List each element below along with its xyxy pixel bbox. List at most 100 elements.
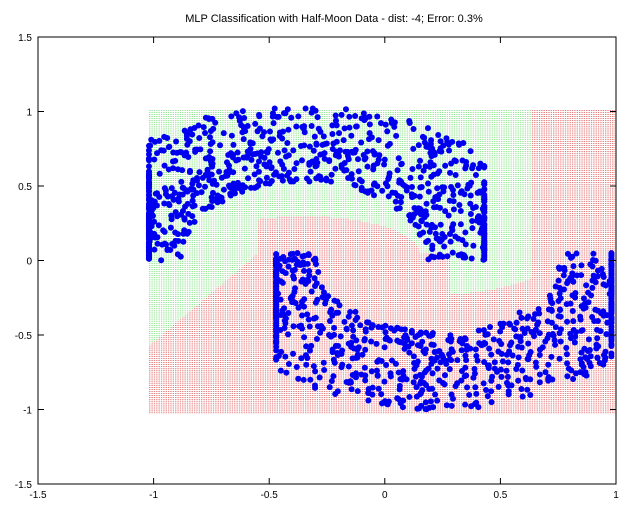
region-dot [190, 274, 192, 276]
region-dot [181, 267, 183, 268]
region-dot [181, 269, 183, 270]
region-dot [202, 240, 204, 241]
region-dot [197, 304, 199, 305]
region-dot [197, 395, 199, 396]
region-dot [199, 284, 200, 286]
region-dot [171, 149, 173, 150]
region-dot [199, 364, 200, 365]
region-dot [190, 313, 192, 315]
region-dot [174, 185, 176, 187]
region-dot [152, 286, 154, 288]
region-dot [164, 286, 166, 288]
region-dot [192, 400, 194, 402]
region-dot [192, 145, 194, 146]
region-dot [155, 178, 157, 179]
region-dot [152, 331, 154, 332]
region-dot [201, 325, 202, 327]
region-dot [150, 276, 152, 278]
region-dot [154, 321, 155, 323]
region-dot [181, 309, 183, 311]
region-dot [194, 304, 195, 305]
region-dot [164, 259, 166, 261]
region-dot [185, 123, 187, 125]
region-dot [181, 135, 183, 137]
region-dot [168, 267, 169, 268]
region-dot [173, 342, 174, 344]
region-dot [174, 181, 176, 183]
region-dot [162, 383, 164, 385]
region-dot [178, 269, 180, 270]
region-dot [157, 129, 159, 131]
region-dot [201, 269, 202, 270]
region-dot [190, 123, 192, 125]
region-dot [176, 331, 178, 332]
region-dot [197, 398, 199, 400]
region-dot [169, 255, 171, 257]
region-dot [169, 367, 171, 369]
region-dot [199, 141, 200, 142]
region-dot [171, 271, 173, 272]
region-dot [159, 164, 161, 166]
region-dot [169, 335, 171, 336]
region-dot [161, 220, 162, 222]
region-dot [174, 323, 176, 325]
region-dot [202, 336, 204, 338]
region-dot [168, 216, 169, 218]
region-dot [185, 276, 187, 278]
region-dot [188, 253, 190, 255]
region-dot [164, 369, 166, 371]
region-dot [166, 352, 168, 354]
region-dot [201, 387, 202, 388]
region-dot [173, 263, 174, 265]
region-dot [197, 197, 199, 199]
region-dot [164, 346, 166, 348]
region-dot [148, 331, 150, 332]
region-dot [173, 261, 174, 263]
region-dot [195, 118, 197, 119]
region-dot [173, 131, 174, 133]
region-dot [166, 176, 168, 177]
region-dot [201, 166, 202, 168]
region-dot [159, 342, 161, 344]
region-dot [183, 313, 185, 315]
region-dot [166, 375, 168, 377]
region-dot [185, 315, 187, 317]
region-dot [190, 243, 192, 245]
region-dot [199, 398, 200, 400]
region-dot [171, 404, 173, 406]
region-dot [161, 364, 162, 365]
region-dot [176, 352, 178, 354]
region-dot [174, 393, 176, 394]
region-dot [157, 307, 159, 309]
region-dot [199, 236, 200, 237]
region-dot [164, 267, 166, 268]
region-dot [159, 112, 161, 113]
region-dot [171, 298, 173, 299]
region-dot [152, 358, 154, 359]
region-dot [185, 125, 187, 127]
region-dot [180, 141, 181, 142]
region-dot [159, 296, 161, 297]
region-dot [190, 325, 192, 327]
region-dot [168, 360, 169, 361]
region-dot [194, 143, 195, 144]
region-dot [201, 321, 202, 323]
region-dot [178, 271, 180, 272]
region-dot [174, 147, 176, 148]
region-dot [154, 125, 155, 127]
region-dot [161, 385, 162, 387]
region-dot [148, 327, 150, 328]
region-dot [176, 187, 178, 189]
region-dot [194, 358, 195, 359]
region-dot [197, 315, 199, 317]
region-dot [157, 110, 159, 112]
region-dot [194, 226, 195, 228]
region-dot [155, 164, 157, 166]
region-dot [180, 362, 181, 363]
region-dot [188, 346, 190, 348]
region-dot [157, 340, 159, 342]
region-dot [195, 336, 197, 338]
region-dot [164, 240, 166, 241]
region-dot [154, 243, 155, 245]
region-dot [201, 367, 202, 369]
